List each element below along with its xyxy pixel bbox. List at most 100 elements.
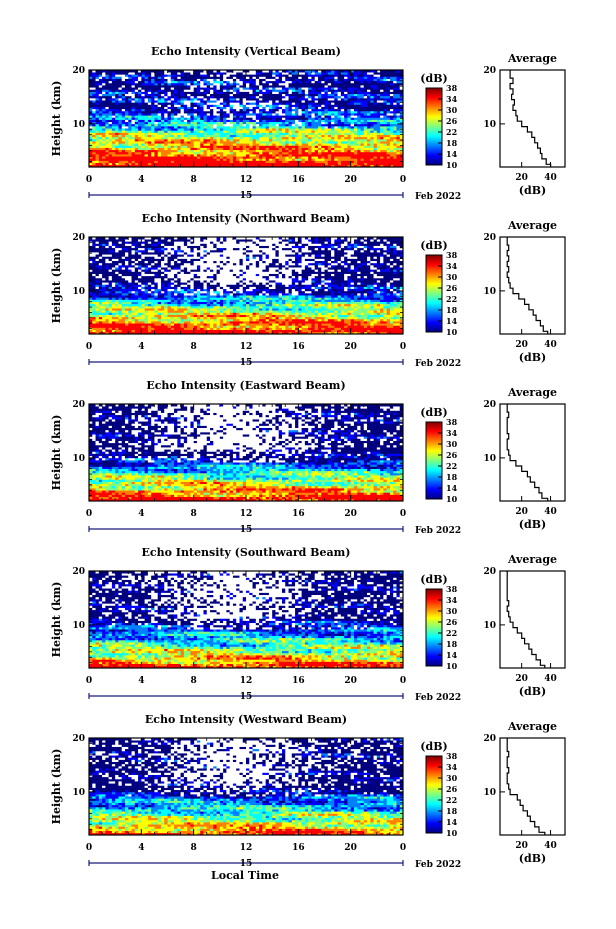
heatmap-cell: [249, 115, 253, 118]
heatmap-cell: [180, 121, 185, 125]
heatmap-cell: [210, 98, 214, 101]
heatmap-cell: [151, 89, 155, 92]
heatmap-cell: [92, 329, 96, 333]
heatmap-cell: [219, 151, 224, 155]
heatmap-cell: [376, 119, 381, 123]
heatmap-cell: [399, 132, 404, 135]
heatmap-cell: [268, 151, 273, 155]
heatmap-cell: [121, 117, 126, 120]
heatmap-cell: [144, 143, 149, 146]
heatmap-cell: [219, 136, 224, 140]
heatmap-cell: [331, 143, 335, 146]
heatmap-cell: [210, 151, 214, 155]
heatmap-cell: [108, 108, 113, 112]
heatmap-cell: [193, 132, 198, 135]
heatmap-cell: [383, 123, 387, 127]
heatmap-cell: [262, 78, 266, 82]
heatmap-cell: [386, 154, 391, 157]
heatmap-cell: [360, 91, 365, 95]
heatmap-cell: [376, 93, 381, 97]
heatmap-cell: [124, 117, 129, 120]
heatmap-cell: [380, 106, 384, 110]
heatmap-cell: [246, 104, 250, 107]
heatmap-cell: [115, 121, 119, 125]
heatmap-cell: [344, 325, 348, 328]
heatmap-cell: [144, 93, 149, 97]
heatmap-cell: [151, 147, 155, 151]
heatmap-cell: [174, 128, 178, 131]
heatmap-cell: [108, 80, 113, 84]
heatmap-cell: [138, 119, 142, 123]
heatmap-cell: [177, 80, 181, 84]
heatmap-cell: [92, 82, 96, 86]
heatmap-cell: [380, 149, 384, 153]
heatmap-cell: [298, 89, 302, 92]
heatmap-cell: [288, 132, 293, 135]
heatmap-cell: [213, 106, 217, 110]
heatmap-cell: [386, 119, 391, 123]
heatmap-cell: [160, 158, 165, 161]
heatmap-cell: [350, 117, 355, 120]
heatmap-cell: [164, 156, 168, 159]
heatmap-cell: [373, 82, 378, 86]
heatmap-cell: [399, 130, 404, 133]
heatmap-cell: [160, 117, 165, 120]
heatmap-cell: [180, 119, 185, 123]
heatmap-cell: [246, 95, 250, 99]
heatmap-cell: [196, 136, 201, 140]
heatmap-cell: [242, 70, 247, 73]
heatmap-cell: [380, 141, 384, 144]
heatmap-cell: [239, 323, 244, 326]
heatmap-cell: [183, 147, 188, 151]
heatmap-cell: [288, 121, 293, 125]
heatmap-cell: [92, 325, 96, 328]
heatmap-cell: [115, 91, 119, 95]
heatmap-cell: [275, 121, 280, 125]
heatmap-cell: [95, 325, 100, 328]
heatmap-cell: [353, 154, 358, 157]
heatmap-cell: [219, 130, 224, 133]
heatmap-cell: [128, 76, 132, 79]
heatmap-cell: [259, 327, 263, 330]
heatmap-cell: [321, 141, 325, 144]
heatmap-cell: [340, 325, 345, 328]
heatmap-cell: [262, 128, 266, 131]
heatmap-cell: [353, 78, 358, 82]
heatmap-cell: [317, 331, 322, 335]
heatmap-cell: [344, 134, 348, 138]
heatmap-cell: [367, 108, 371, 112]
heatmap-cell: [262, 89, 266, 92]
heatmap-cell: [89, 134, 93, 138]
heatmap-cell: [236, 74, 240, 77]
heatmap-cell: [383, 126, 387, 129]
heatmap-cell: [105, 130, 109, 133]
heatmap-cell: [154, 147, 158, 151]
heatmap-cell: [108, 115, 113, 118]
heatmap-cell: [295, 119, 299, 123]
heatmap-cell: [291, 102, 296, 105]
heatmap-cell: [353, 93, 358, 97]
heatmap-cell: [357, 102, 361, 105]
heatmap-cell: [308, 331, 312, 335]
heatmap-cell: [370, 323, 374, 326]
heatmap-cell: [144, 325, 149, 328]
heatmap-cell: [324, 147, 329, 151]
heatmap-cell: [353, 143, 358, 146]
heatmap-cell: [367, 156, 371, 159]
heatmap-cell: [321, 87, 325, 90]
heatmap-cell: [144, 147, 149, 151]
heatmap-cell: [288, 91, 293, 95]
heatmap-cell: [389, 329, 394, 333]
heatmap-cell: [92, 115, 96, 118]
heatmap-cell: [311, 162, 315, 166]
heatmap-cell: [226, 325, 230, 328]
heatmap-cell: [170, 121, 175, 125]
heatmap-cell: [321, 78, 325, 82]
heatmap-cell: [134, 136, 139, 140]
heatmap-cell: [157, 104, 162, 107]
heatmap-cell: [128, 100, 132, 103]
heatmap-cell: [180, 104, 185, 107]
heatmap-cell: [226, 76, 230, 79]
heatmap-cell: [144, 72, 149, 75]
heatmap-cell: [124, 78, 129, 82]
